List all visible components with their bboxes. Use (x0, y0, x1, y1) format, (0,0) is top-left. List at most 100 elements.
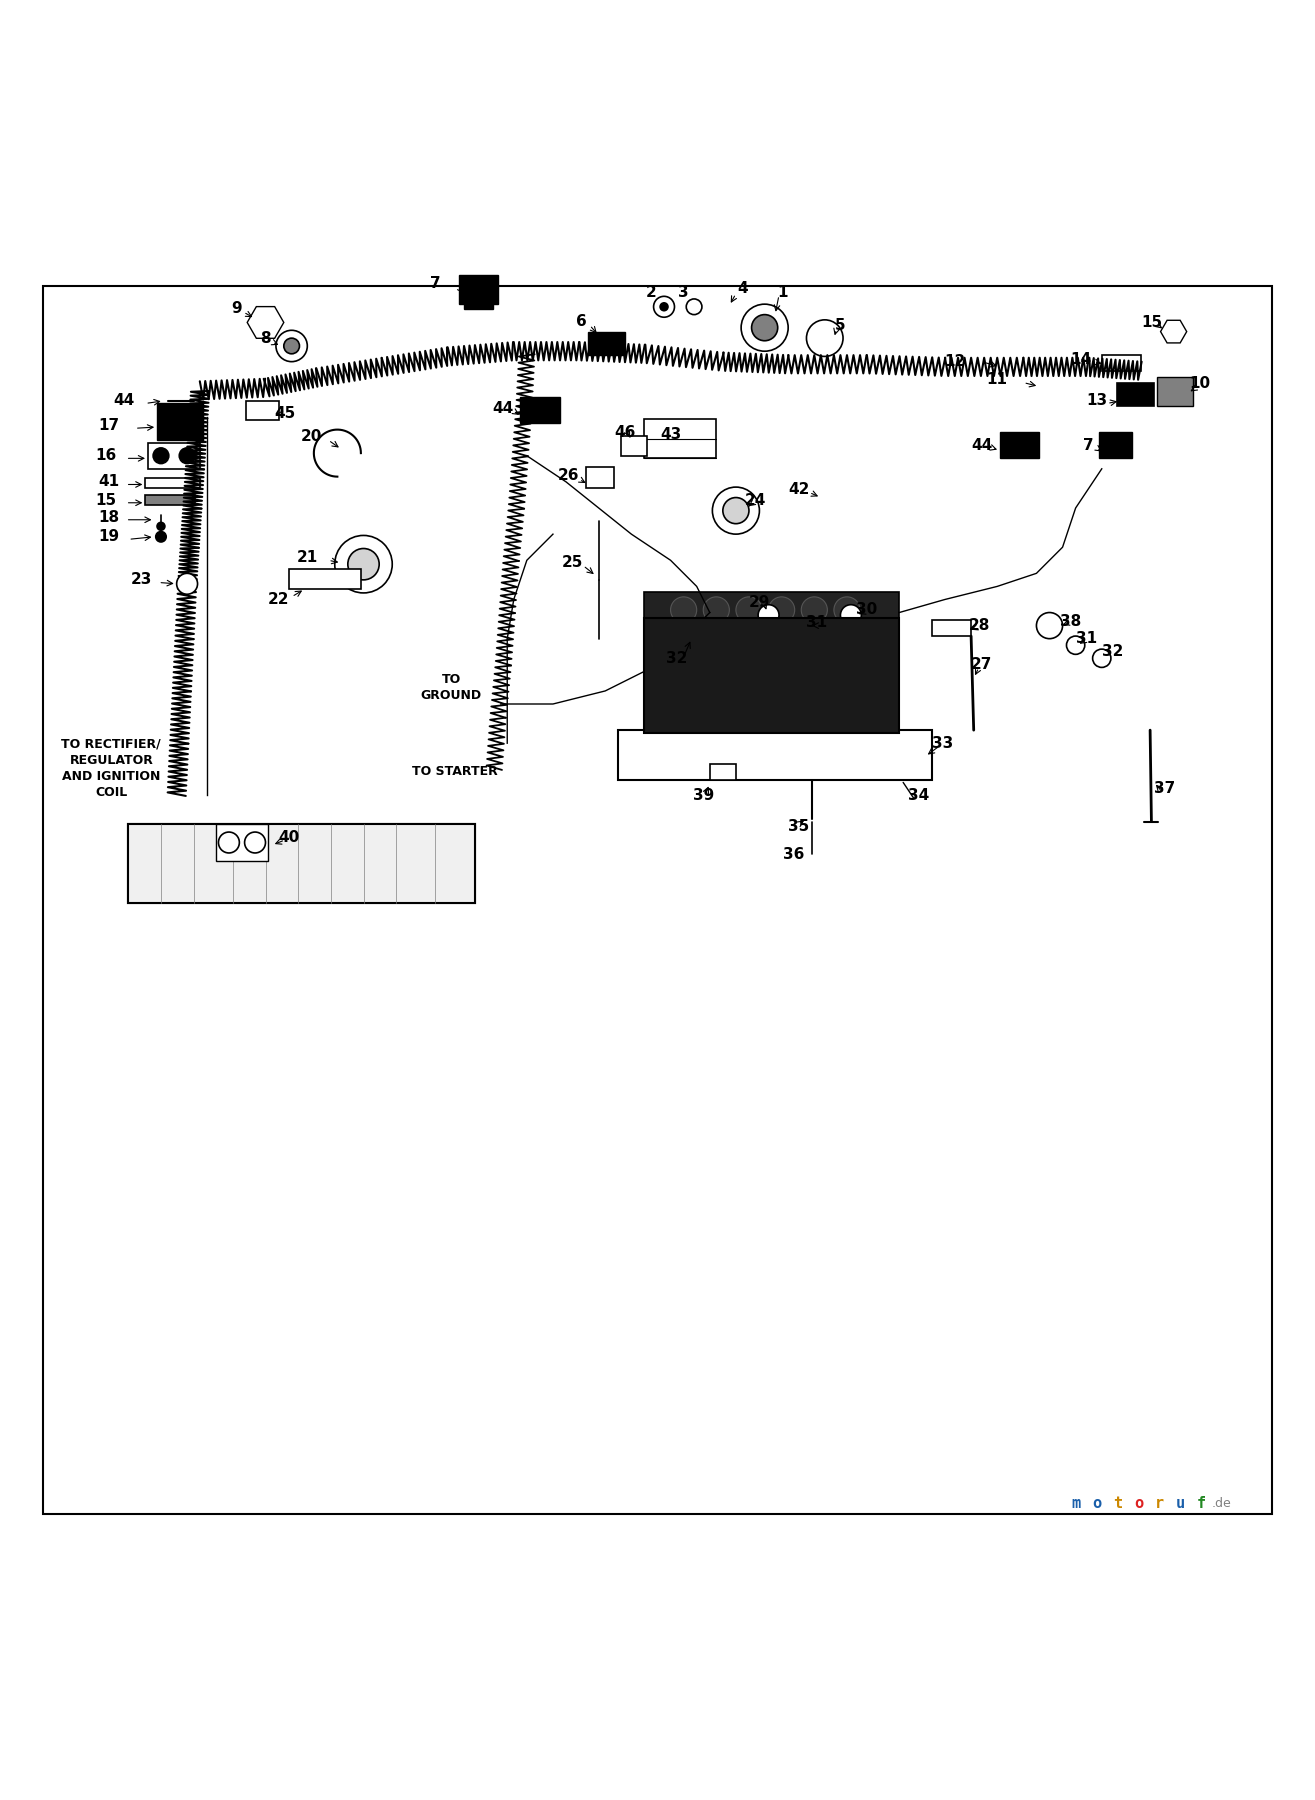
Bar (644, 592, 899, 617)
Text: 42: 42 (788, 482, 809, 497)
Text: TO RECTIFIER/
REGULATOR
AND IGNITION
COIL: TO RECTIFIER/ REGULATOR AND IGNITION COI… (62, 738, 162, 799)
Text: 31: 31 (806, 616, 827, 630)
Bar (1118, 383, 1155, 407)
Text: 24: 24 (744, 493, 767, 508)
Bar (932, 621, 970, 635)
Text: 44: 44 (493, 401, 514, 416)
Text: 2: 2 (646, 284, 656, 301)
Polygon shape (1161, 320, 1186, 344)
Text: 7: 7 (1084, 437, 1094, 454)
Bar (289, 569, 360, 589)
Circle shape (276, 329, 308, 362)
Text: 37: 37 (1153, 781, 1176, 796)
Circle shape (179, 448, 195, 464)
Circle shape (348, 549, 379, 580)
Text: m: m (1072, 1496, 1080, 1512)
Text: 22: 22 (268, 592, 289, 607)
Text: 35: 35 (788, 819, 809, 835)
Text: 32: 32 (667, 652, 688, 666)
Text: TO
GROUND: TO GROUND (421, 673, 481, 702)
Bar (710, 765, 736, 779)
Text: 41: 41 (99, 475, 120, 490)
Text: 8: 8 (260, 331, 271, 346)
Text: 30: 30 (856, 603, 877, 617)
Text: 34: 34 (909, 788, 930, 803)
Text: 23: 23 (130, 572, 153, 587)
Text: 15: 15 (1141, 315, 1162, 329)
Bar (697, 628, 721, 639)
Circle shape (704, 598, 730, 623)
Circle shape (801, 598, 827, 623)
Circle shape (752, 315, 777, 340)
Text: o: o (1134, 1496, 1143, 1512)
Text: 28: 28 (968, 617, 990, 634)
Text: 39: 39 (693, 788, 714, 803)
Circle shape (156, 522, 164, 531)
Circle shape (335, 535, 392, 592)
Text: t: t (1112, 1496, 1122, 1512)
Bar (145, 495, 195, 506)
Text: 25: 25 (562, 556, 584, 571)
Text: 33: 33 (932, 736, 953, 751)
Circle shape (723, 497, 750, 524)
Bar (216, 824, 268, 860)
Circle shape (1093, 650, 1111, 668)
Text: 13: 13 (1086, 394, 1107, 409)
Text: 43: 43 (660, 427, 681, 443)
Text: o: o (1091, 1496, 1101, 1512)
Text: 14: 14 (1070, 351, 1091, 367)
Text: 11: 11 (986, 373, 1007, 387)
Text: 12: 12 (944, 355, 967, 369)
Circle shape (834, 598, 860, 623)
Text: 29: 29 (748, 594, 771, 610)
Bar (459, 275, 498, 304)
Circle shape (218, 832, 239, 853)
Bar (644, 617, 899, 733)
Text: .de: .de (1212, 1498, 1232, 1510)
Text: 46: 46 (614, 425, 635, 439)
Text: 21: 21 (297, 551, 318, 565)
Text: 1: 1 (777, 284, 788, 301)
Bar (1099, 432, 1132, 459)
Text: 6: 6 (576, 313, 586, 329)
Circle shape (742, 304, 788, 351)
Circle shape (806, 320, 843, 356)
Text: 26: 26 (558, 468, 580, 482)
Text: f: f (1197, 1496, 1206, 1512)
Bar (621, 436, 647, 455)
Circle shape (660, 302, 668, 311)
Text: 3: 3 (679, 284, 689, 301)
Bar (1157, 378, 1193, 407)
Bar (147, 443, 200, 468)
Bar (129, 824, 475, 902)
Text: 20: 20 (301, 428, 322, 443)
Text: 27: 27 (970, 657, 993, 673)
Bar (618, 731, 932, 779)
Bar (145, 479, 200, 488)
Text: 36: 36 (782, 846, 803, 862)
Text: u: u (1176, 1496, 1185, 1512)
Circle shape (654, 297, 675, 317)
Circle shape (713, 488, 760, 535)
Bar (585, 468, 614, 488)
Bar (521, 398, 559, 423)
Text: 17: 17 (99, 418, 120, 434)
Bar (792, 617, 818, 630)
Text: 40: 40 (279, 830, 300, 844)
Circle shape (759, 605, 778, 626)
Polygon shape (247, 306, 284, 338)
Bar (464, 297, 493, 310)
Circle shape (768, 598, 794, 623)
Bar (1102, 355, 1141, 371)
Circle shape (176, 574, 197, 594)
Text: 44: 44 (114, 394, 135, 409)
Circle shape (153, 448, 168, 464)
Text: 9: 9 (231, 301, 242, 315)
Text: 5: 5 (835, 317, 846, 333)
Circle shape (686, 299, 702, 315)
Text: 45: 45 (275, 407, 296, 421)
Text: r: r (1155, 1496, 1164, 1512)
Text: 10: 10 (1189, 376, 1210, 391)
Circle shape (736, 598, 761, 623)
Bar (644, 419, 717, 459)
